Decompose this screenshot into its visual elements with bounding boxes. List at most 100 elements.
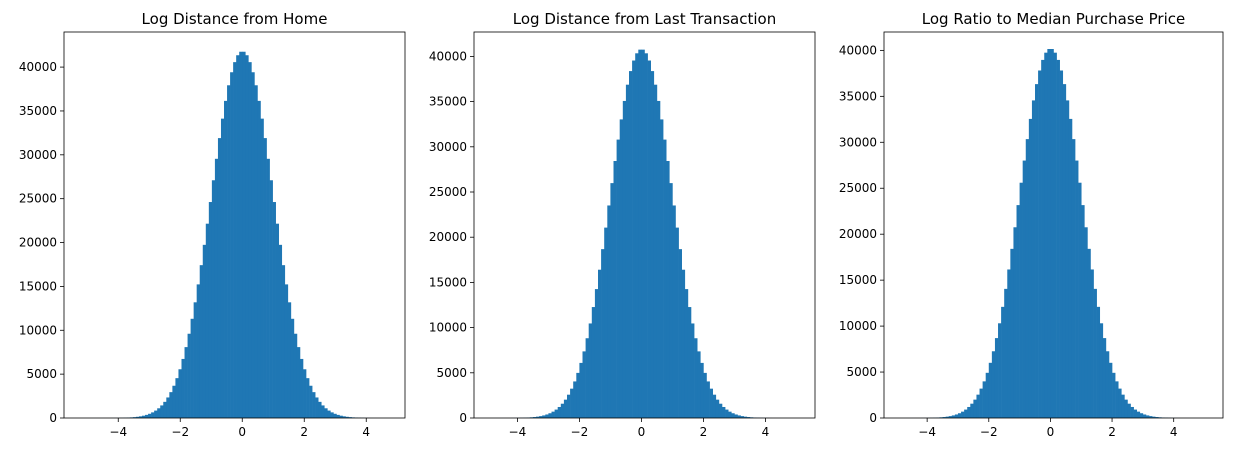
histogram-bar (166, 397, 170, 418)
histogram-bar (1133, 409, 1138, 418)
chart-title: Log Distance from Last Transaction (513, 10, 776, 28)
y-tick-label: 25000 (839, 181, 877, 195)
histogram-bar (1102, 338, 1107, 418)
histogram-bar (1093, 288, 1097, 418)
histogram-bar (957, 413, 962, 418)
histogram-bar (604, 227, 608, 418)
histogram-bar (706, 381, 710, 418)
histogram-bar (570, 388, 574, 418)
histogram-bar (1112, 372, 1116, 418)
histogram-bar (1149, 416, 1153, 418)
histogram-bar (1142, 414, 1147, 418)
histogram-bar (994, 338, 999, 418)
x-tick-label: 0 (638, 425, 646, 439)
histogram-bar (598, 269, 602, 418)
y-tick-label: 5000 (846, 365, 877, 379)
x-tick-label: −4 (918, 425, 936, 439)
histogram-bar (1038, 70, 1042, 419)
x-tick-label: 2 (1108, 425, 1116, 439)
histogram-bar (638, 49, 642, 418)
histogram-bar (199, 265, 204, 418)
histogram-bar (1044, 52, 1048, 419)
histogram-bar (1078, 182, 1082, 418)
histogram-bar (650, 71, 655, 418)
histogram-bar (1075, 160, 1079, 418)
histogram-bar (672, 205, 676, 418)
histogram-bar (954, 414, 959, 418)
histogram-bar (208, 202, 213, 418)
histogram-bar (284, 284, 289, 418)
histogram-bar (703, 372, 707, 418)
histogram-bar (715, 399, 720, 418)
histogram-bar (641, 49, 645, 418)
histogram-bar (1001, 306, 1005, 418)
histogram-bar (336, 414, 340, 418)
histogram-bar (339, 415, 343, 418)
histogram-bar (687, 307, 692, 418)
histogram-bar (1071, 139, 1076, 418)
y-tick-label: 30000 (429, 140, 467, 154)
histogram-bars (905, 49, 1196, 419)
y-tick-label: 40000 (839, 43, 877, 57)
chart-title: Log Distance from Home (142, 10, 328, 28)
histogram-bar (263, 138, 267, 418)
histogram-bar (681, 269, 686, 418)
histogram-bar (625, 84, 630, 418)
y-tick-label: 0 (459, 411, 467, 425)
x-tick-label: 4 (762, 425, 770, 439)
histogram-bar (976, 394, 980, 418)
y-tick-label: 35000 (429, 95, 467, 109)
histogram-bar (163, 401, 167, 418)
x-tick-label: −4 (509, 425, 527, 439)
histogram-bar (647, 60, 651, 419)
x-tick-label: 0 (238, 425, 246, 439)
histogram-bar (135, 416, 140, 418)
x-tick-label: 4 (362, 425, 370, 439)
histogram-bar (254, 85, 258, 418)
y-tick-label: 15000 (839, 273, 877, 287)
histogram-bar (653, 84, 658, 418)
histogram-bar (239, 51, 243, 419)
histogram-bar (1022, 160, 1027, 418)
histogram-bar (545, 414, 549, 418)
histogram-bar (342, 416, 346, 418)
histogram-bar (722, 406, 726, 418)
histogram-bar (1068, 118, 1073, 419)
histogram-bar (536, 416, 540, 418)
x-tick-label: −2 (980, 425, 998, 439)
histogram-bar (740, 416, 744, 418)
histogram-bar (293, 333, 298, 418)
histogram-bar (233, 62, 237, 418)
histogram-bar (991, 351, 996, 418)
histogram-bar (181, 358, 185, 418)
histogram-bar (269, 180, 273, 418)
y-tick-label: 25000 (429, 185, 467, 199)
histogram-bar (230, 72, 234, 418)
histogram-bar (557, 406, 562, 418)
histogram-bar (272, 202, 276, 418)
histogram-bar (973, 399, 977, 418)
histogram-bar (1081, 205, 1085, 418)
histogram-bar (964, 409, 968, 418)
histogram-bar (718, 403, 723, 418)
histogram-bar (1004, 288, 1008, 418)
histogram-bar (145, 414, 149, 418)
histogram-bar (697, 351, 701, 418)
histogram-bar (205, 223, 210, 418)
histogram-bar (635, 53, 639, 419)
x-tick-label: −4 (109, 425, 127, 439)
histogram-bar (1090, 269, 1094, 418)
histogram-bar (211, 180, 216, 418)
histogram-bar (266, 158, 270, 419)
histogram-bar (1145, 415, 1150, 418)
axes-frame (473, 31, 816, 419)
histogram-bar (1139, 413, 1144, 418)
histogram-bar (315, 397, 319, 418)
histogram-bar (1019, 182, 1023, 418)
histogram-bar (217, 138, 222, 418)
histogram-bar (560, 403, 565, 418)
histogram-bar (1108, 362, 1113, 418)
histogram-bar (1013, 227, 1017, 418)
histogram-bar (327, 410, 331, 418)
